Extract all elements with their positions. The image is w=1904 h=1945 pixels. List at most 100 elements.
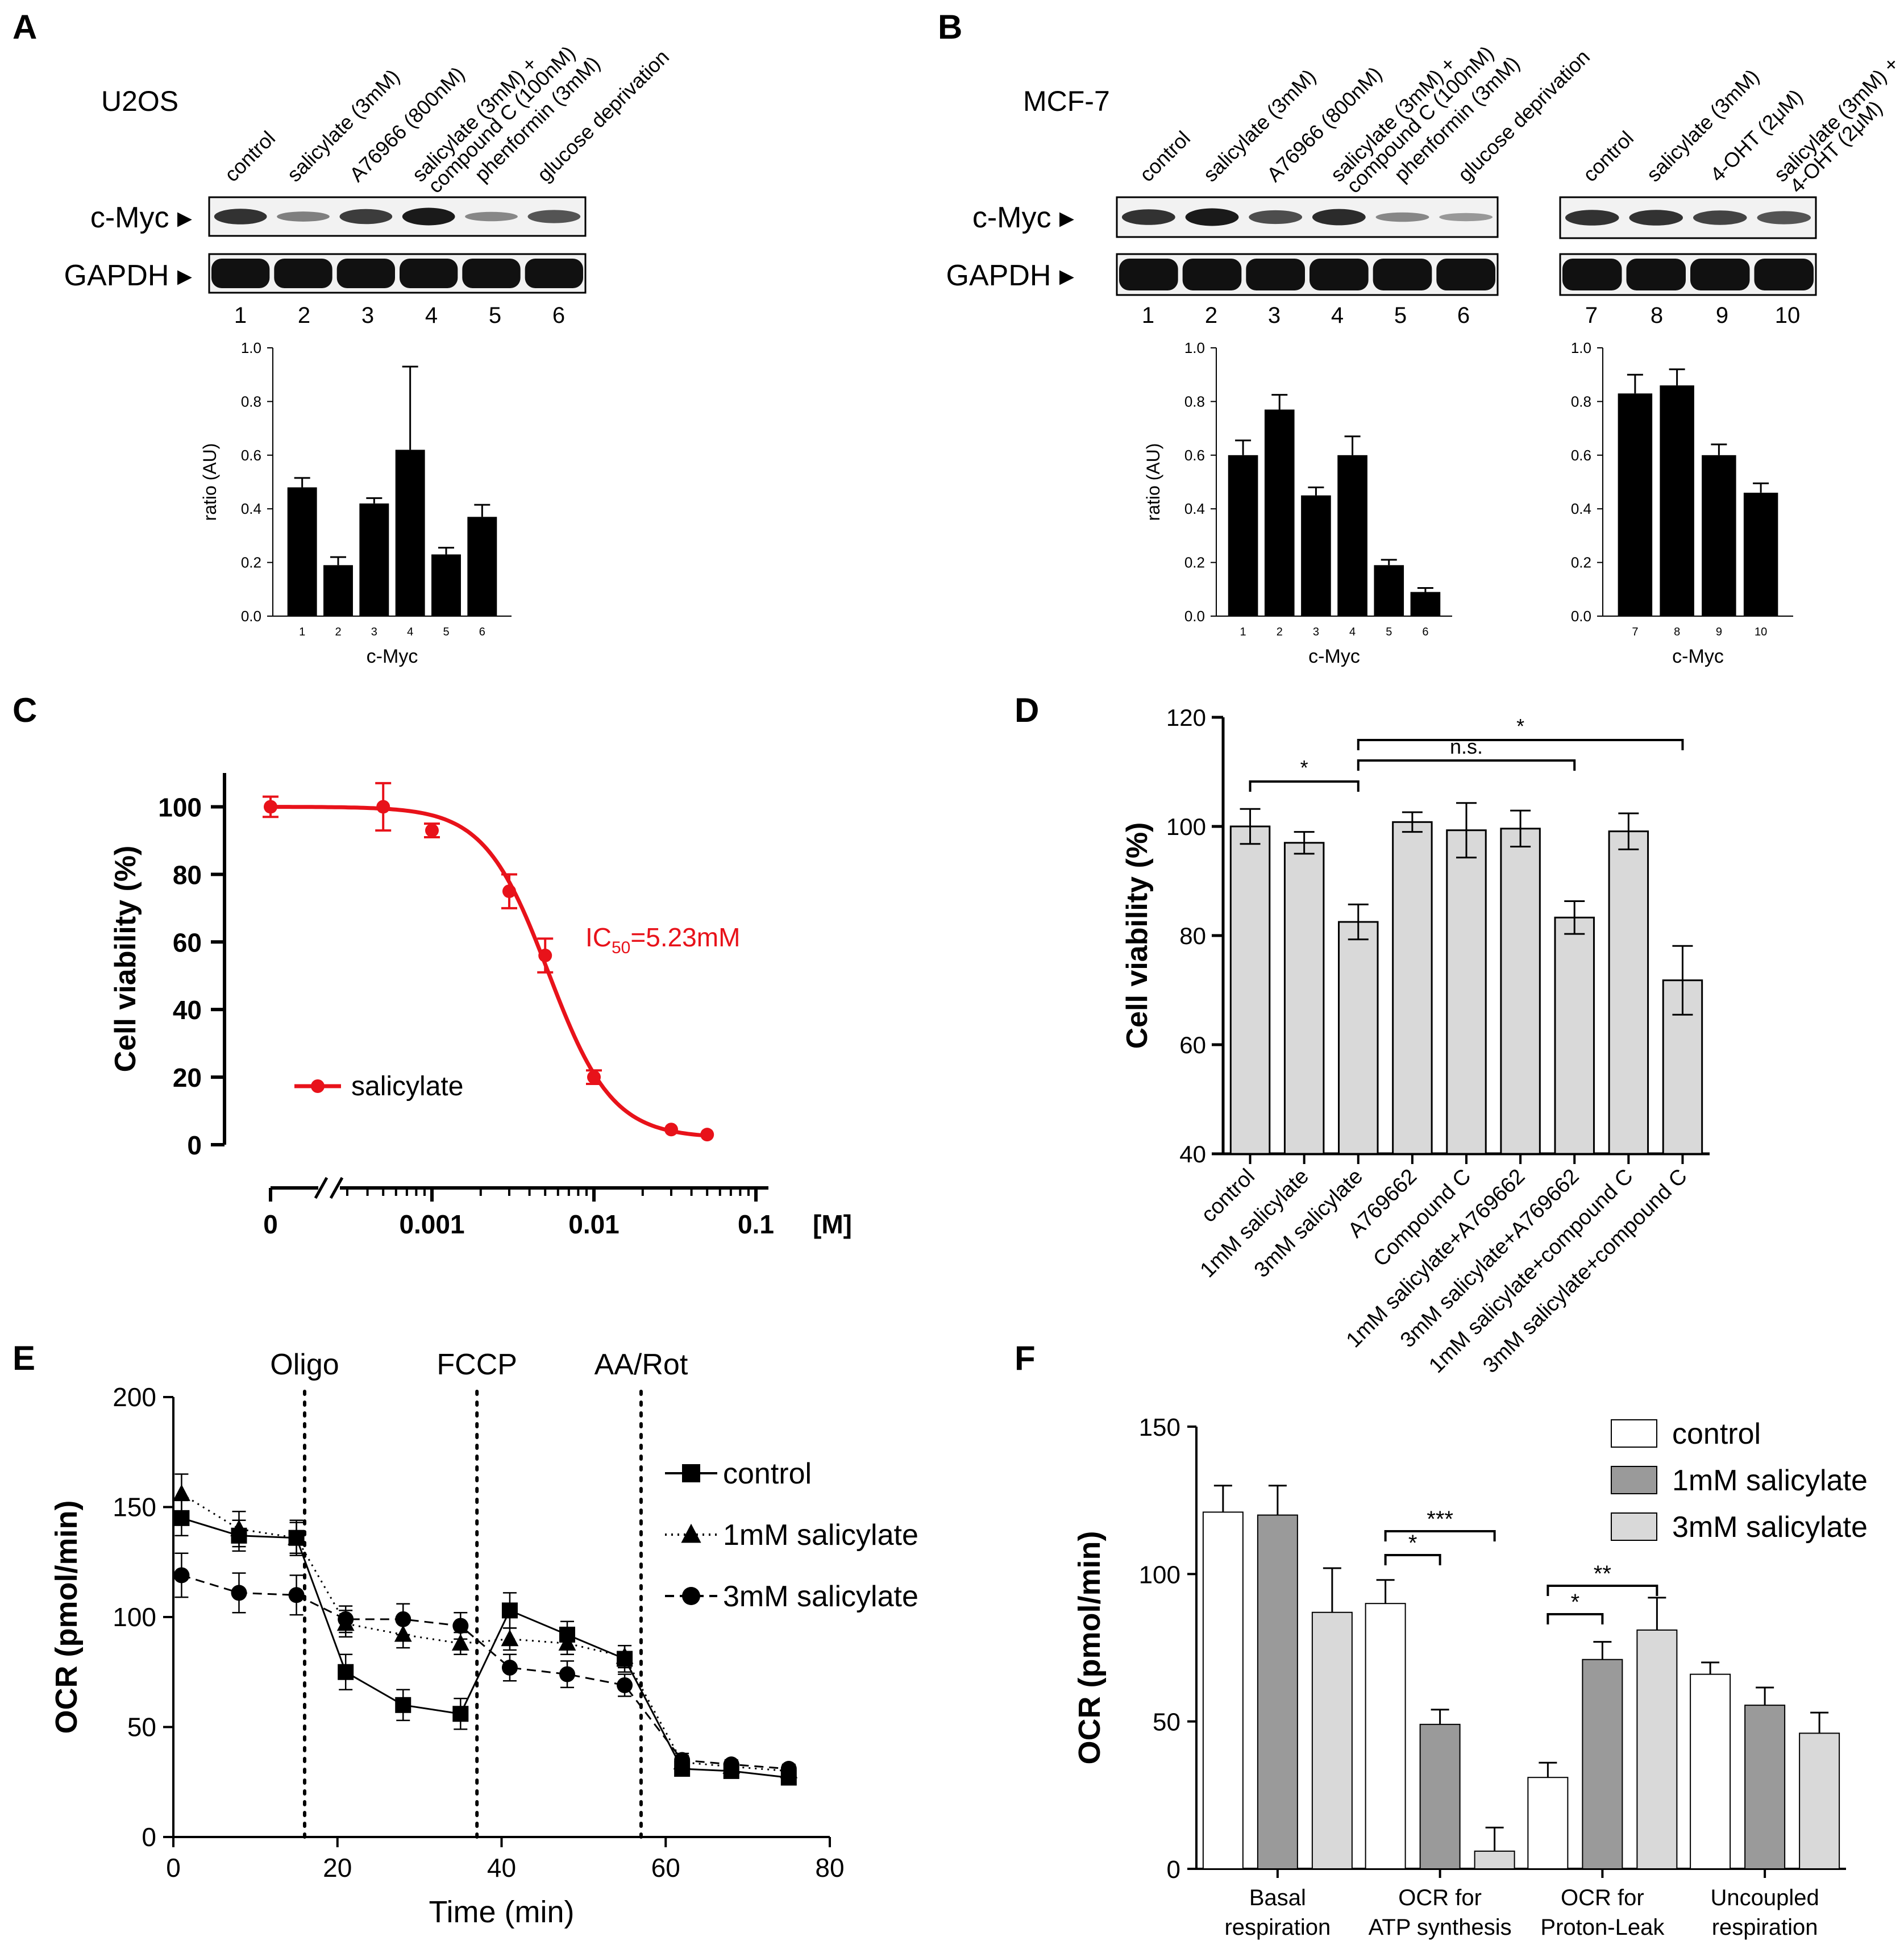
bar	[1500, 828, 1541, 1155]
data-point	[502, 884, 516, 899]
blot-band	[1626, 259, 1686, 290]
data-point	[538, 949, 552, 963]
bar	[1660, 385, 1694, 616]
bar	[1229, 825, 1271, 1155]
blot-band	[1373, 259, 1432, 290]
cmyc-frame	[208, 196, 587, 237]
legend-label: 1mM salicylate	[1672, 1464, 1868, 1497]
data-point	[173, 1567, 190, 1584]
blot-cmyc-a	[208, 196, 587, 237]
bar	[323, 565, 353, 616]
panel-label-f: F	[1015, 1339, 1036, 1377]
significance-label: *	[1516, 714, 1524, 738]
bar	[1702, 455, 1736, 616]
blot-band	[339, 209, 393, 225]
significance-bracket	[1384, 1530, 1496, 1541]
x-axis-label: c-Myc	[1308, 646, 1360, 667]
blot-gapdh-b-1	[1116, 253, 1499, 296]
x-tick-label: 0.1	[738, 1210, 774, 1239]
y-tick-label: 150	[1139, 1414, 1180, 1441]
y-tick-label: 0.4	[1184, 500, 1205, 517]
bar	[1365, 1603, 1406, 1869]
bar	[1690, 1673, 1731, 1869]
y-tick-label: 80	[1179, 922, 1206, 949]
panel-c: 0 20 40 60 80 100 Cell viability (%) 0 0.001 0.01…	[109, 773, 852, 1239]
legend-label: salicylate	[351, 1071, 463, 1102]
legend-label: control	[1672, 1418, 1761, 1451]
lane-number: 9	[1716, 303, 1728, 328]
bar-chart-b-2: 0.0 0.2 0.4 0.6 0.8 1.0 7 8 9 10 c-Myc	[1571, 339, 1793, 667]
x-tick-label: 3	[371, 626, 377, 638]
y-axis-label: OCR (pmol/min)	[49, 1501, 84, 1734]
y-tick-label: 0.2	[1184, 554, 1205, 571]
significance-label: *	[1300, 756, 1308, 779]
y-tick-label: 200	[113, 1382, 156, 1412]
bar	[431, 554, 461, 616]
data-point	[425, 824, 439, 838]
significance-bracket	[1249, 780, 1360, 792]
lane-number: 5	[1394, 303, 1407, 328]
data-point	[231, 1585, 247, 1601]
x-tick-label: 1	[299, 626, 305, 638]
x-tick-label: 3	[1313, 626, 1319, 638]
panel-label-e: E	[13, 1339, 35, 1377]
significance-bracket	[1384, 1554, 1441, 1565]
blot-band	[214, 209, 267, 225]
x-axis-label: c-Myc	[1672, 646, 1724, 667]
x-tick-label: 0.01	[568, 1210, 620, 1239]
significance-label: *	[1408, 1531, 1417, 1556]
y-tick-label: 40	[1179, 1141, 1206, 1167]
legend-label: 3mM salicylate	[723, 1580, 918, 1613]
legend-marker	[682, 1587, 700, 1605]
blot-band	[1246, 259, 1305, 290]
y-tick-label: 100	[1139, 1561, 1180, 1589]
x-tick-label: 80	[815, 1853, 844, 1882]
legend-marker	[682, 1464, 700, 1482]
bar	[467, 517, 497, 616]
x-tick-label: respiration	[1224, 1915, 1331, 1940]
panel-e: 0 50 100 150 200 0 20 40 60 80 Time (min) OCR (pmol…	[49, 1348, 918, 1929]
blot-band	[402, 207, 455, 226]
bar	[395, 450, 425, 616]
significance-bracket	[1357, 739, 1684, 750]
legend-swatch	[1611, 1419, 1657, 1448]
ic50-value: =5.23mM	[630, 922, 740, 952]
bar	[1474, 1850, 1515, 1869]
x-tick-label: 6	[479, 626, 485, 638]
blot-label-gapdh-a: GAPDH ▸	[64, 259, 192, 292]
blot-band	[465, 211, 518, 222]
bar	[1301, 495, 1331, 616]
data-point	[338, 1664, 354, 1680]
data-point	[288, 1528, 305, 1545]
bar	[1410, 592, 1441, 616]
panel-label-c: C	[13, 691, 37, 729]
significance-label: ***	[1427, 1507, 1453, 1532]
y-tick-label: 0	[187, 1131, 202, 1160]
bar-chart-a: 0.0 0.2 0.4 0.6 0.8 1.0 1 2 3 4 5 6 ratio (AU) c-Myc	[199, 339, 512, 667]
blot-band	[1757, 211, 1811, 225]
y-tick-label: 0.6	[1184, 447, 1205, 464]
lane-number: 2	[298, 303, 310, 328]
legend-label: 1mM salicylate	[723, 1519, 918, 1552]
y-tick-label: 40	[173, 995, 202, 1025]
x-tick-label: 0	[166, 1853, 181, 1882]
blot-band	[527, 210, 581, 223]
y-tick-label: 1.0	[241, 339, 261, 356]
bar	[359, 503, 389, 616]
blot-label-cmyc-b: c-Myc ▸	[972, 201, 1074, 234]
blot-band	[1436, 259, 1495, 290]
bar	[1799, 1732, 1840, 1869]
y-tick-label: 100	[113, 1602, 156, 1632]
lane-number: 6	[1457, 303, 1470, 328]
bar	[1618, 393, 1653, 616]
injection-label: AA/Rot	[595, 1348, 688, 1381]
blot-band	[1249, 210, 1303, 225]
x-tick-label: OCR for	[1561, 1885, 1644, 1910]
injection-label: Oligo	[270, 1348, 339, 1381]
significance-label: **	[1594, 1561, 1611, 1586]
data-point	[587, 1070, 601, 1084]
blot-band	[1693, 210, 1747, 225]
x-tick-label: 20	[323, 1853, 352, 1882]
x-tick-label: 5	[443, 626, 449, 638]
x-tick-label: 2	[335, 626, 341, 638]
